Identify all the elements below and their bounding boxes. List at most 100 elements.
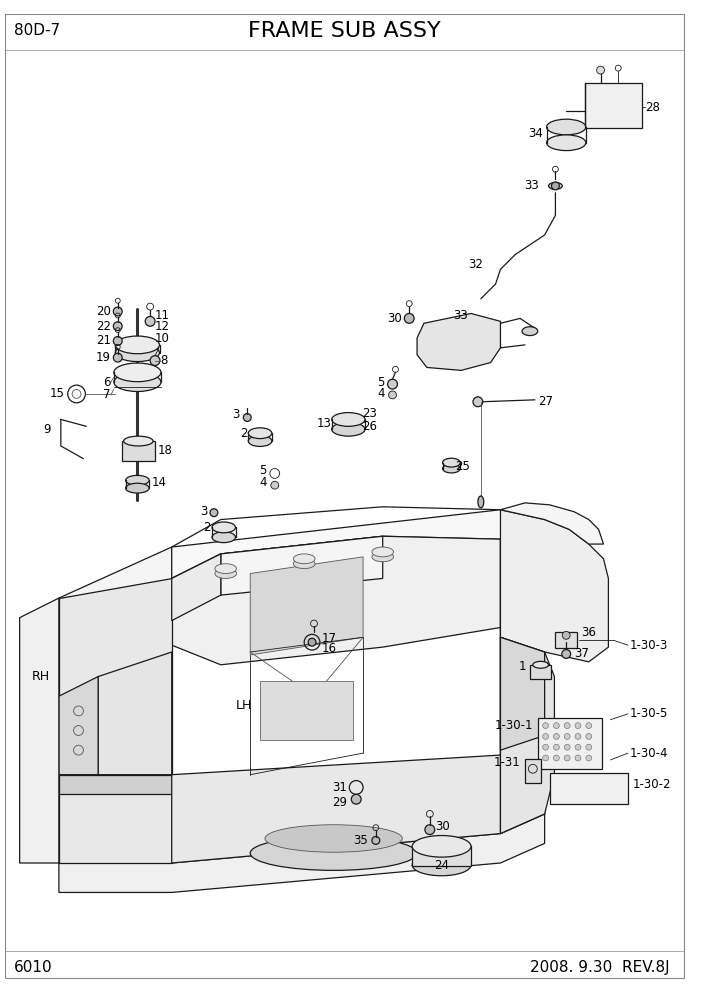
- Text: 9: 9: [44, 423, 51, 435]
- Circle shape: [564, 755, 570, 761]
- Text: 21: 21: [96, 334, 111, 347]
- Ellipse shape: [126, 483, 149, 493]
- Circle shape: [113, 308, 122, 315]
- Ellipse shape: [547, 135, 586, 151]
- Text: 8: 8: [160, 354, 167, 367]
- Ellipse shape: [533, 662, 548, 669]
- Polygon shape: [172, 510, 545, 578]
- Ellipse shape: [212, 522, 235, 533]
- Text: 27: 27: [538, 395, 552, 409]
- Circle shape: [543, 723, 548, 728]
- Ellipse shape: [265, 824, 402, 852]
- Circle shape: [113, 353, 122, 362]
- Circle shape: [562, 632, 570, 639]
- Text: 35: 35: [353, 834, 368, 847]
- Ellipse shape: [215, 568, 237, 578]
- Text: 2008. 9.30  REV.8J: 2008. 9.30 REV.8J: [530, 959, 670, 974]
- Polygon shape: [59, 578, 172, 863]
- Ellipse shape: [115, 344, 159, 361]
- Ellipse shape: [293, 558, 315, 568]
- Circle shape: [586, 755, 592, 761]
- Text: 1-31: 1-31: [494, 757, 520, 770]
- Text: 5: 5: [377, 376, 385, 389]
- Circle shape: [575, 723, 581, 728]
- Circle shape: [575, 755, 581, 761]
- Circle shape: [425, 824, 435, 834]
- Circle shape: [575, 733, 581, 739]
- Ellipse shape: [114, 363, 161, 382]
- Text: 1-30-2: 1-30-2: [633, 778, 671, 791]
- Circle shape: [562, 650, 571, 659]
- Text: 28: 28: [644, 101, 660, 114]
- Polygon shape: [501, 510, 545, 833]
- Circle shape: [564, 744, 570, 750]
- Circle shape: [553, 755, 559, 761]
- Ellipse shape: [412, 854, 471, 876]
- Ellipse shape: [412, 835, 471, 857]
- Text: 4: 4: [377, 388, 385, 401]
- Ellipse shape: [293, 554, 315, 563]
- Circle shape: [145, 316, 155, 326]
- Text: 19: 19: [96, 351, 111, 364]
- Polygon shape: [172, 554, 221, 621]
- Circle shape: [308, 638, 316, 646]
- Ellipse shape: [114, 373, 161, 392]
- Text: 11: 11: [155, 309, 170, 322]
- Circle shape: [113, 321, 122, 330]
- Ellipse shape: [212, 532, 235, 543]
- Text: 37: 37: [574, 648, 589, 661]
- Polygon shape: [250, 557, 363, 655]
- Text: 29: 29: [332, 796, 347, 808]
- Circle shape: [543, 744, 548, 750]
- Ellipse shape: [522, 326, 538, 335]
- Ellipse shape: [372, 552, 394, 561]
- Text: 1-30-4: 1-30-4: [630, 747, 668, 760]
- Ellipse shape: [249, 435, 272, 446]
- Text: 13: 13: [317, 417, 331, 430]
- Circle shape: [388, 379, 397, 389]
- Polygon shape: [20, 598, 59, 863]
- Text: 15: 15: [50, 388, 65, 401]
- Polygon shape: [172, 537, 501, 665]
- Polygon shape: [98, 652, 172, 775]
- Text: 80D-7: 80D-7: [14, 24, 60, 39]
- Circle shape: [586, 733, 592, 739]
- Text: 10: 10: [155, 332, 170, 345]
- Circle shape: [575, 744, 581, 750]
- Circle shape: [543, 755, 548, 761]
- Text: 3: 3: [199, 505, 207, 518]
- Text: 17: 17: [322, 632, 337, 645]
- Text: 2: 2: [204, 521, 211, 534]
- Ellipse shape: [126, 475, 149, 485]
- Circle shape: [543, 733, 548, 739]
- Text: FRAME SUB ASSY: FRAME SUB ASSY: [248, 21, 441, 41]
- Text: 36: 36: [581, 626, 596, 639]
- Circle shape: [210, 509, 218, 517]
- Ellipse shape: [548, 183, 562, 189]
- Text: 16: 16: [322, 642, 337, 655]
- Circle shape: [244, 414, 251, 422]
- Polygon shape: [417, 313, 501, 370]
- Bar: [260, 682, 353, 740]
- Text: 32: 32: [468, 258, 483, 271]
- Text: 30: 30: [435, 820, 449, 833]
- Text: 30: 30: [388, 311, 402, 325]
- Ellipse shape: [442, 458, 461, 467]
- Polygon shape: [501, 637, 555, 833]
- Text: 33: 33: [524, 180, 538, 192]
- Text: 2: 2: [240, 427, 247, 439]
- Bar: [121, 441, 155, 460]
- Text: 20: 20: [96, 305, 111, 318]
- Text: 1: 1: [519, 661, 526, 674]
- Text: 31: 31: [333, 781, 347, 794]
- Text: 26: 26: [362, 420, 377, 433]
- Text: 22: 22: [96, 319, 111, 332]
- Ellipse shape: [250, 836, 417, 870]
- Circle shape: [552, 182, 559, 189]
- Bar: [550, 773, 628, 805]
- Circle shape: [389, 391, 397, 399]
- Ellipse shape: [547, 119, 586, 135]
- Text: 5: 5: [260, 464, 267, 477]
- Text: 3: 3: [232, 408, 239, 421]
- Text: 23: 23: [362, 407, 377, 420]
